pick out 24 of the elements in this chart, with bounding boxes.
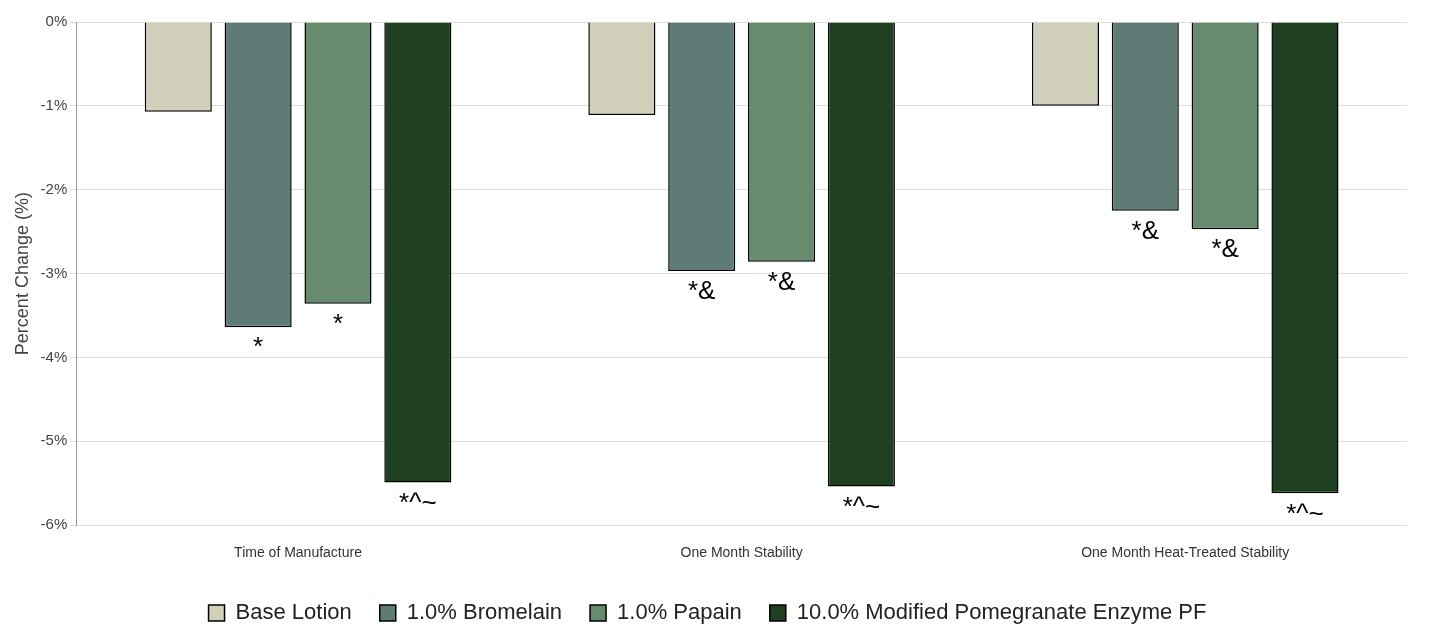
data-label: * bbox=[332, 307, 344, 338]
data-label: *& bbox=[1131, 214, 1160, 245]
x-tick-label: One Month Stability bbox=[680, 544, 803, 561]
data-label: *& bbox=[767, 266, 796, 297]
data-label: *& bbox=[1211, 233, 1239, 264]
data-label: *^~ bbox=[399, 486, 437, 517]
x-tick-label: Time of Manufacture bbox=[234, 544, 363, 561]
y-tick-label: -6% bbox=[40, 515, 68, 533]
y-tick-label: -4% bbox=[40, 347, 68, 365]
data-label: *& bbox=[687, 275, 716, 306]
y-axis-title: Percent Change (%) bbox=[11, 192, 32, 356]
y-tick-label: -5% bbox=[40, 431, 68, 449]
legend-label: Base Lotion bbox=[235, 599, 352, 625]
y-tick-label: 0% bbox=[45, 12, 68, 30]
legend-label: 1.0% Bromelain bbox=[406, 599, 563, 625]
legend-label: 1.0% Papain bbox=[617, 599, 742, 625]
y-tick-label: -3% bbox=[40, 263, 68, 281]
legend-label: 10.0% Modified Pomegranate Enzyme PF bbox=[796, 599, 1207, 625]
y-tick-label: -2% bbox=[40, 179, 68, 197]
data-label: * bbox=[253, 331, 264, 362]
data-label: *^~ bbox=[1286, 497, 1324, 528]
data-label: *^~ bbox=[842, 490, 881, 521]
x-tick-label: One Month Heat-Treated Stability bbox=[1081, 544, 1290, 561]
y-tick-label: -1% bbox=[40, 96, 68, 114]
